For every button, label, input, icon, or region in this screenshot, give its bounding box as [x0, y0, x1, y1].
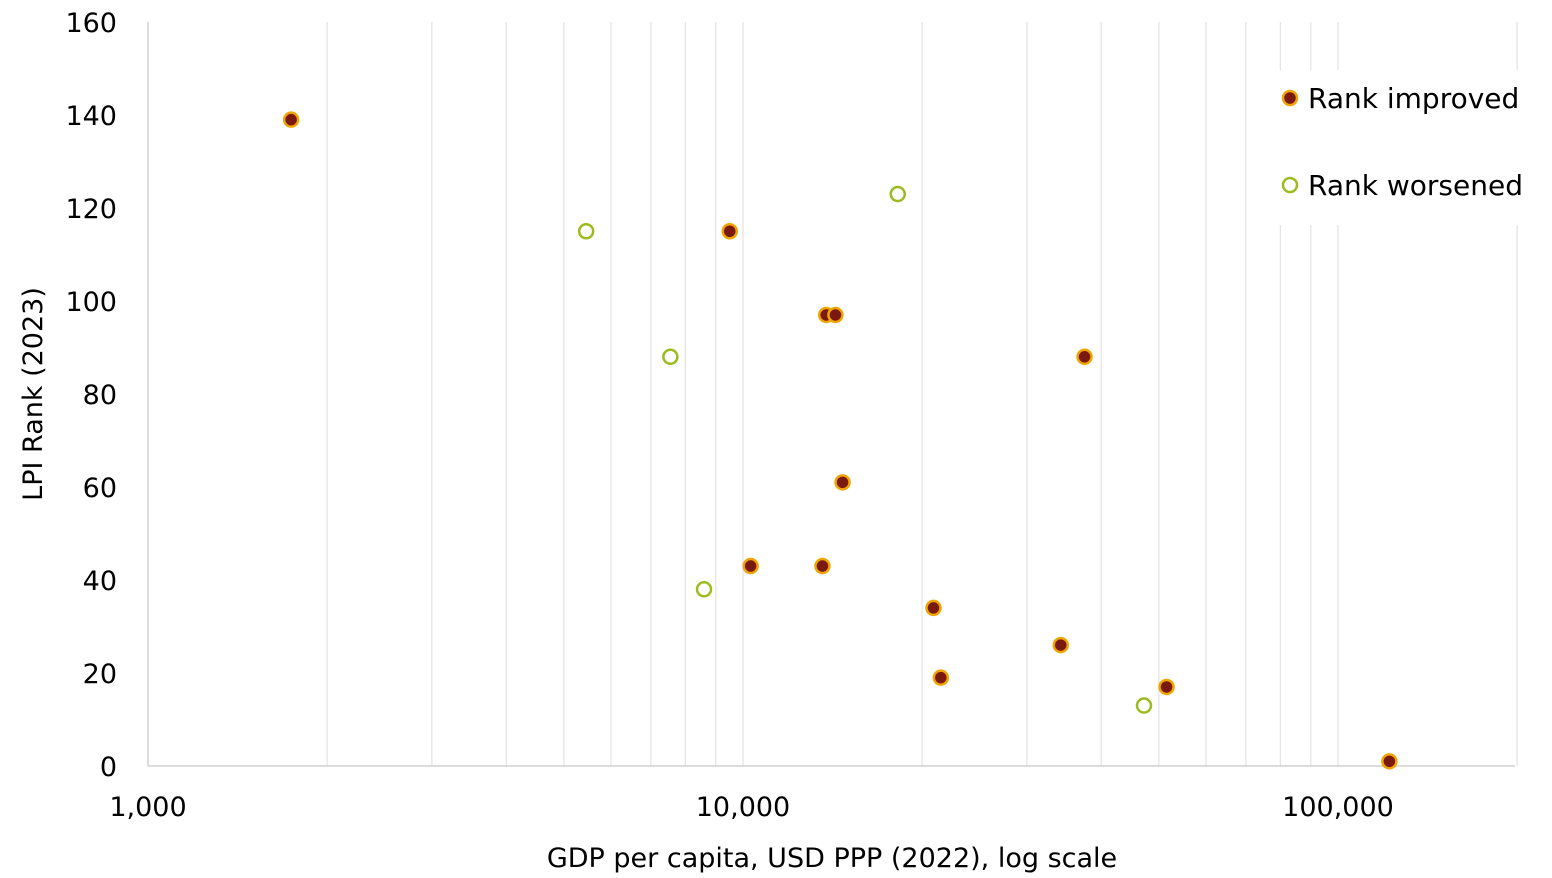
x-tick-label: 1,000: [109, 792, 186, 823]
y-tick-labels: 0 20 40 60 80 100 120 140 160: [65, 8, 117, 783]
y-tick-label: 20: [83, 659, 117, 690]
data-point-improved: [1052, 636, 1069, 654]
y-tick-label: 0: [100, 752, 117, 783]
legend-marker-worsened: [1281, 176, 1299, 194]
data-point-improved: [742, 557, 759, 575]
legend: Rank improved Rank worsened: [1278, 70, 1540, 225]
data-point-improved: [1381, 753, 1398, 770]
data-point-improved: [834, 474, 851, 491]
x-axis-title: GDP per capita, USD PPP (2022), log scal…: [547, 843, 1117, 874]
data-point-worsened: [695, 581, 713, 598]
data-point-improved: [925, 599, 942, 617]
data-point-worsened: [577, 223, 595, 240]
data-point-improved: [1158, 678, 1175, 696]
legend-label-worsened: Rank worsened: [1308, 169, 1523, 202]
legend-background: [1278, 70, 1540, 225]
data-point-improved: [1076, 348, 1093, 366]
data-point-improved: [827, 306, 844, 324]
y-tick-label: 100: [65, 287, 117, 318]
y-tick-label: 60: [83, 473, 117, 504]
data-point-worsened: [662, 348, 679, 366]
y-tick-label: 120: [65, 194, 117, 225]
legend-label-improved: Rank improved: [1308, 82, 1519, 115]
data-point-improved: [814, 557, 831, 575]
x-tick-label: 100,000: [1282, 792, 1394, 823]
data-point-improved: [932, 669, 950, 686]
y-tick-label: 80: [83, 380, 117, 411]
y-tick-label: 140: [65, 101, 117, 132]
data-point-worsened: [889, 185, 906, 203]
y-tick-label: 160: [65, 8, 117, 39]
x-tick-label: 10,000: [696, 792, 790, 823]
axes: [147, 22, 1515, 767]
data-point-improved: [282, 111, 300, 128]
y-axis-title: LPI Rank (2023): [18, 287, 49, 501]
y-tick-label: 40: [83, 566, 117, 597]
x-tick-labels: 1,000 10,000 100,000: [109, 792, 1393, 823]
data-points: [282, 111, 1398, 770]
legend-marker-improved: [1281, 89, 1299, 107]
data-point-worsened: [1135, 697, 1153, 714]
data-point-improved: [721, 223, 738, 240]
gridlines: [326, 22, 1518, 766]
